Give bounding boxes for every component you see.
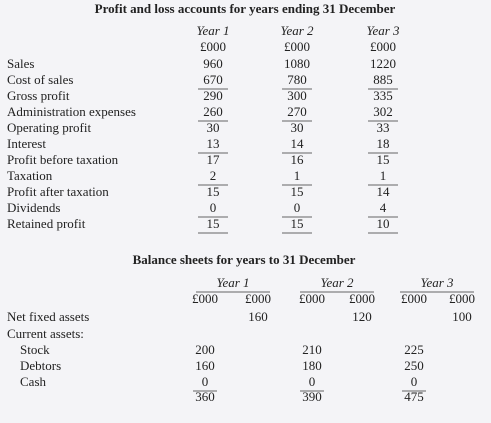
unit-header: £000 (449, 291, 475, 306)
cell-value: 10 (377, 216, 390, 231)
row-label: Cost of sales (7, 72, 73, 87)
unit-header: £000 (192, 291, 218, 306)
cell-value: 302 (373, 104, 393, 119)
cell-value: 290 (203, 88, 223, 103)
cell-value: 30 (291, 120, 304, 135)
cell-value: 0 (294, 200, 301, 215)
row-label: Net fixed assets (7, 309, 89, 324)
cell-value: 1 (294, 168, 301, 183)
cell-value: 14 (377, 184, 391, 199)
cell-value: 960 (203, 56, 223, 71)
bs-title: Balance sheets for years to 31 December (133, 252, 356, 267)
unit-header: £000 (284, 39, 310, 54)
total-value: 360 (195, 389, 215, 404)
cell-value: 0 (411, 374, 418, 389)
cell-value: 15 (291, 184, 304, 199)
row-label: Dividends (7, 200, 60, 215)
year-header: Year 1 (216, 275, 249, 290)
cell-value: 260 (203, 104, 223, 119)
row-label: Administration expenses (7, 104, 136, 119)
cell-value: 15 (207, 184, 220, 199)
total-value: 390 (302, 389, 322, 404)
cell-value: 18 (377, 136, 390, 151)
cell-value: 30 (207, 120, 220, 135)
unit-header: £000 (299, 291, 325, 306)
cell-value: 160 (195, 358, 215, 373)
cell-value: 335 (373, 88, 393, 103)
cell-value: 780 (287, 72, 307, 87)
unit-header: £000 (245, 291, 271, 306)
cell-value: 250 (404, 358, 424, 373)
cell-value: 13 (207, 136, 220, 151)
row-label: Taxation (7, 168, 53, 183)
row-label: Profit after taxation (7, 184, 109, 199)
cell-value: 100 (452, 309, 472, 324)
unit-header: £000 (401, 291, 427, 306)
total-value: 475 (404, 389, 424, 404)
cell-value: 1220 (370, 56, 396, 71)
row-label: Retained profit (7, 216, 86, 231)
year-header: Year 1 (196, 23, 229, 38)
year-header: Year 3 (420, 275, 454, 290)
unit-header: £000 (370, 39, 396, 54)
row-label: Sales (7, 56, 34, 71)
cell-value: 4 (380, 200, 387, 215)
cell-value: 15 (377, 152, 390, 167)
cell-value: 885 (373, 72, 393, 87)
cell-value: 1 (380, 168, 387, 183)
cell-value: 670 (203, 72, 223, 87)
cell-value: 180 (302, 358, 322, 373)
cell-value: 270 (287, 104, 307, 119)
row-label: Cash (20, 374, 47, 389)
cell-value: 16 (291, 152, 305, 167)
row-label: Gross profit (7, 88, 70, 103)
cell-value: 15 (291, 216, 304, 231)
cell-value: 300 (287, 88, 307, 103)
row-label: Operating profit (7, 120, 92, 135)
cell-value: 2 (210, 168, 217, 183)
year-header: Year 3 (366, 23, 400, 38)
cell-value: 1080 (284, 56, 310, 71)
pl-title: Profit and loss accounts for years endin… (95, 1, 396, 16)
unit-header: £000 (349, 291, 375, 306)
cell-value: 160 (248, 309, 268, 324)
cell-value: 14 (291, 136, 305, 151)
cell-value: 15 (207, 216, 220, 231)
cell-value: 210 (302, 342, 322, 357)
cell-value: 0 (309, 374, 316, 389)
unit-header: £000 (200, 39, 226, 54)
year-header: Year 2 (320, 275, 354, 290)
cell-value: 33 (377, 120, 390, 135)
year-header: Year 2 (280, 23, 314, 38)
row-label: Profit before taxation (7, 152, 119, 167)
cell-value: 0 (202, 374, 209, 389)
row-label: Debtors (20, 358, 61, 373)
row-label: Stock (20, 342, 50, 357)
row-label: Interest (7, 136, 46, 151)
cell-value: 0 (210, 200, 217, 215)
row-label: Current assets: (7, 326, 84, 341)
cell-value: 120 (352, 309, 372, 324)
cell-value: 225 (404, 342, 424, 357)
cell-value: 17 (207, 152, 221, 167)
cell-value: 200 (195, 342, 215, 357)
